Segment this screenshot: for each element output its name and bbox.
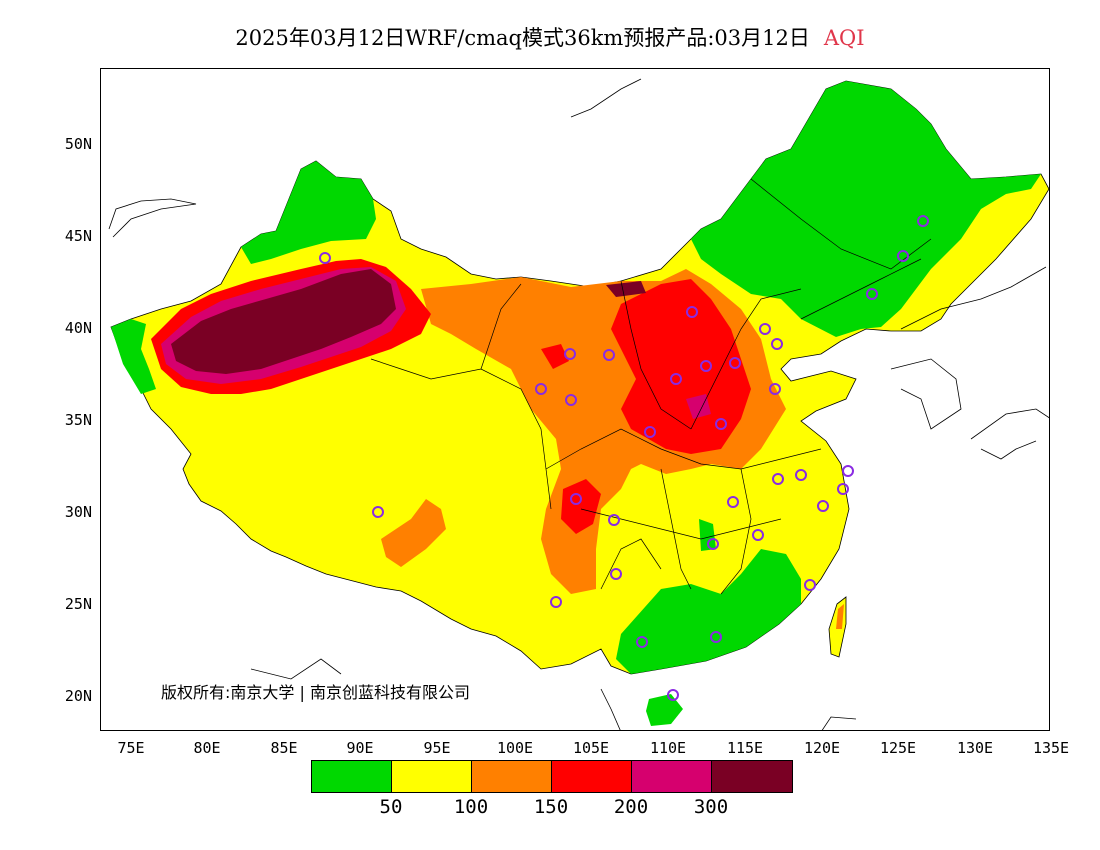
central-good-patch [699, 519, 716, 551]
northwest-good-region [241, 161, 376, 264]
legend-tick-300: 300 [693, 796, 729, 818]
lon-label-135e: 135E [1032, 739, 1070, 757]
lat-label-30n: 30N [64, 503, 92, 521]
south-good-region [616, 549, 801, 674]
province-boundaries [370, 178, 932, 595]
lat-label-20n: 20N [64, 687, 92, 705]
northeast-good-region [691, 81, 1041, 337]
aqi-map[interactable] [100, 68, 1050, 731]
legend-swatch-moderate [392, 761, 472, 792]
central-very-unhealthy-patch [686, 394, 711, 419]
lat-label-50n: 50N [64, 135, 92, 153]
lon-label-100e: 100E [496, 739, 534, 757]
lon-label-85e: 85E [270, 739, 298, 757]
west-good-region [111, 319, 156, 394]
lon-label-75e: 75E [117, 739, 145, 757]
taiwan-unhealthy-patch [836, 604, 844, 629]
sichuan-unhealthy-patch [561, 479, 601, 534]
lon-label-125e: 125E [879, 739, 917, 757]
lon-label-120e: 120E [803, 739, 841, 757]
legend-swatch-unhealthy [552, 761, 632, 792]
legend-swatch-hazardous [712, 761, 792, 792]
title-main: 2025年03月12日WRF/cmaq模式36km预报产品:03月12日 [235, 26, 810, 50]
lon-label-115e: 115E [726, 739, 764, 757]
north-very-unhealthy-patch [606, 281, 646, 297]
north-unhealthy-patch [541, 344, 569, 369]
legend-tick-50: 50 [379, 796, 403, 818]
legend-swatch-unhealthy-sensitive [472, 761, 552, 792]
lon-label-105e: 105E [572, 739, 610, 757]
lon-label-90e: 90E [346, 739, 374, 757]
lat-label-35n: 35N [64, 411, 92, 429]
legend-tick-100: 100 [453, 796, 489, 818]
legend-tick-200: 200 [613, 796, 649, 818]
aqi-map-svg [108, 78, 1049, 730]
coastlines [108, 78, 1049, 730]
aqi-legend-bar [311, 760, 793, 793]
lat-label-25n: 25N [64, 595, 92, 613]
legend-tick-150: 150 [533, 796, 569, 818]
title-variable: AQI [823, 26, 865, 50]
tibet-unhealthy-sensitive-patch [381, 499, 446, 567]
legend-swatch-good [312, 761, 392, 792]
chart-title: 2025年03月12日WRF/cmaq模式36km预报产品:03月12日 AQI [0, 22, 1100, 52]
legend-swatch-very-unhealthy [632, 761, 712, 792]
central-unhealthy-region [611, 279, 751, 454]
lon-label-95e: 95E [423, 739, 451, 757]
station-markers [319, 215, 929, 701]
lon-label-110e: 110E [649, 739, 687, 757]
lon-label-130e: 130E [956, 739, 994, 757]
taklimakan-hazardous-region [171, 269, 396, 374]
lon-label-80e: 80E [193, 739, 221, 757]
lat-label-45n: 45N [64, 227, 92, 245]
copyright-notice: 版权所有:南京大学 | 南京创蓝科技有限公司 [161, 683, 470, 702]
hainan-good-region [646, 694, 683, 726]
lat-label-40n: 40N [64, 319, 92, 337]
